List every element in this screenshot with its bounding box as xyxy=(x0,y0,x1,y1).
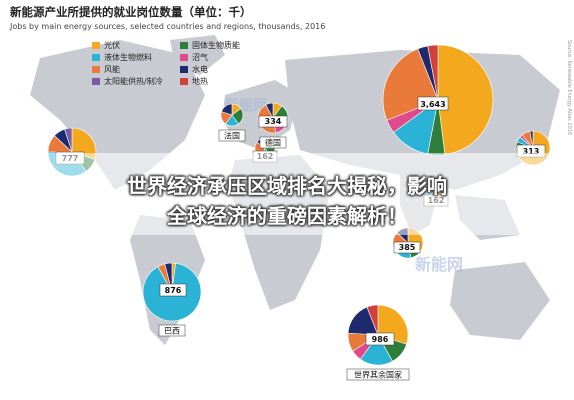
legend-swatch xyxy=(92,42,100,49)
region-label: 巴西 xyxy=(164,327,180,336)
total-label-box xyxy=(159,283,187,297)
total-label: 986 xyxy=(372,335,389,344)
legend-item-geothermal: 地热 xyxy=(180,76,208,87)
pie-slice-hydro xyxy=(265,102,274,119)
legend-item-biogas: 沼气 xyxy=(180,52,208,63)
chart-subtitle: Jobs by main energy sources, selected co… xyxy=(10,22,326,31)
headline-line-2: 全球经济的重磅因素解析！ xyxy=(167,204,407,228)
pie-germany: 334 德国 xyxy=(257,102,289,149)
legend-item-hydro: 水电 xyxy=(180,64,208,75)
pie-slice-hydro xyxy=(529,130,534,149)
pie-slice-geothermal_heat xyxy=(64,127,73,153)
legend-label: 太阳能供热/制冷 xyxy=(104,77,163,86)
legend-label: 光伏 xyxy=(104,41,120,50)
total-label-box xyxy=(365,332,395,346)
chart-title: 新能源产业所提供的就业岗位数量（单位：千） xyxy=(10,5,252,19)
legend-swatch xyxy=(92,66,100,73)
total-label: 3,643 xyxy=(420,100,445,109)
legend-item-solar: 光伏 xyxy=(92,40,120,51)
pie-slice-geothermal xyxy=(366,304,379,336)
pie-brazil: 876 巴西 xyxy=(142,262,202,337)
pie-slice-geothermal xyxy=(427,44,439,101)
australia-land xyxy=(450,262,550,340)
legend-label: 液体生物燃料 xyxy=(104,53,152,62)
legend-label: 地热 xyxy=(192,77,208,86)
legend-item-wind: 风能 xyxy=(92,64,120,75)
legend-label: 固体生物质能 xyxy=(192,41,240,50)
region-label-box xyxy=(218,129,246,142)
pie-slice-solar xyxy=(437,44,494,155)
pie-rest-of-world: 986 世界其余国家 xyxy=(346,304,410,381)
headline-line-1: 世界经济承压区域排名大揭秘，影响 xyxy=(127,174,447,198)
legend-label: 风能 xyxy=(104,65,120,74)
watermark-text: 新能网 xyxy=(415,255,463,274)
source-credit: Source: Renewable Energy Atlas 2016 xyxy=(566,40,572,136)
legend-item-solid_biomass: 固体生物质能 xyxy=(180,40,240,51)
headline-banner xyxy=(0,153,574,235)
total-label: 385 xyxy=(399,243,416,252)
total-label: 334 xyxy=(265,117,282,126)
legend-swatch xyxy=(180,42,188,49)
region-label-box xyxy=(346,368,410,381)
total-label-box xyxy=(393,241,421,254)
pie-slice-hydro xyxy=(221,103,233,116)
legend-label: 水电 xyxy=(192,65,208,74)
total-label: 313 xyxy=(523,147,540,156)
total-label-box xyxy=(258,115,288,128)
legend-label: 沼气 xyxy=(192,53,208,62)
total-label-box xyxy=(417,96,449,111)
legend-swatch xyxy=(92,78,100,85)
north-america-land xyxy=(30,40,205,190)
legend-swatch xyxy=(180,66,188,73)
total-label: 876 xyxy=(165,286,182,295)
region-label: 德国 xyxy=(265,138,281,148)
pie-france: 法国 xyxy=(218,103,246,142)
legend-swatch xyxy=(180,78,188,85)
legend-swatch xyxy=(92,54,100,61)
region-label: 法国 xyxy=(224,131,240,141)
region-label-box xyxy=(259,136,287,149)
region-label-box xyxy=(158,324,186,337)
legend-item-biofuel: 液体生物燃料 xyxy=(92,52,152,63)
legend-swatch xyxy=(180,54,188,61)
pie-china: 3,643 xyxy=(382,44,494,156)
region-label: 世界其余国家 xyxy=(354,370,402,380)
legend-item-geothermal_heat: 太阳能供热/制冷 xyxy=(92,76,163,87)
